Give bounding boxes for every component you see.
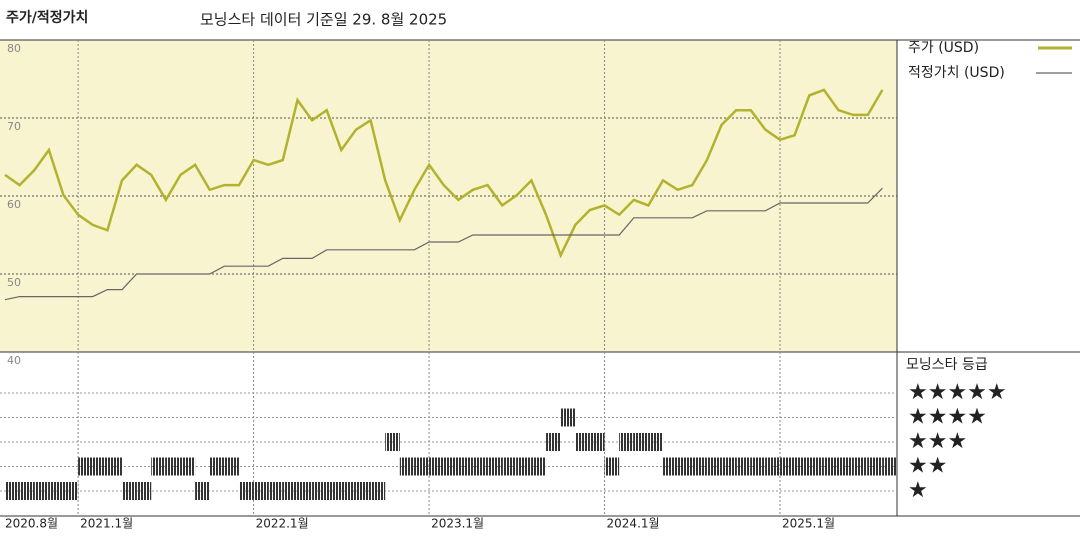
y-tick-label: 50	[7, 276, 21, 289]
chart-subtitle: 모닝스타 데이터 기준일 29. 8월 2025	[200, 11, 447, 29]
rating-bar	[589, 433, 605, 451]
rating-bar	[560, 408, 576, 427]
chart-title: 주가/적정가치	[6, 9, 88, 26]
rating-bar	[209, 457, 225, 476]
rating-legend-label: ★	[908, 478, 928, 503]
rating-bar	[253, 482, 269, 500]
rating-bar	[721, 457, 737, 476]
rating-bar	[736, 457, 751, 476]
x-tick-label: 2021.1월	[80, 517, 133, 531]
rating-bar	[516, 457, 532, 476]
rating-bar	[663, 457, 678, 476]
rating-bar	[765, 457, 781, 476]
rating-bar	[136, 482, 152, 500]
rating-bar	[180, 457, 196, 476]
rating-bar	[151, 457, 166, 476]
rating-bar	[794, 457, 810, 476]
rating-bar	[5, 482, 20, 500]
rating-legend-label: ★★★★	[908, 405, 987, 430]
rating-bar	[48, 482, 64, 500]
rating-bar	[809, 457, 824, 476]
rating-bar	[472, 457, 488, 476]
series-line	[4, 187, 883, 301]
rating-legend-label: ★★★	[908, 429, 967, 454]
rating-bar	[546, 433, 561, 451]
y-tick-label: 80	[7, 42, 21, 55]
y-tick-label: 40	[7, 354, 21, 367]
rating-bar	[853, 457, 868, 476]
x-tick-label: 2020.8월	[5, 517, 58, 531]
rating-legend-label: ★★	[908, 454, 947, 479]
x-tick-label: 2024.1월	[607, 517, 660, 531]
rating-bar	[34, 482, 49, 500]
rating-bar	[823, 457, 839, 476]
rating-bar	[195, 482, 210, 500]
rating-bar	[312, 482, 327, 500]
rating-bar	[604, 457, 620, 476]
rating-bar	[341, 482, 356, 500]
series-line	[4, 88, 884, 259]
x-tick-label: 2025.1월	[782, 517, 835, 531]
rating-bar	[780, 457, 795, 476]
rating-bar	[326, 482, 342, 500]
y-tick-label: 70	[7, 120, 21, 133]
rating-bar	[531, 457, 547, 476]
rating-bar	[63, 482, 79, 500]
legend-label: 적정가치 (USD)	[908, 65, 1005, 81]
x-tick-label: 2022.1월	[256, 517, 309, 531]
rating-bar	[78, 457, 93, 476]
rating-bar	[414, 457, 430, 476]
rating-bar	[502, 457, 517, 476]
rating-bar	[107, 457, 122, 476]
rating-bar	[19, 482, 35, 500]
x-tick-label: 2023.1월	[431, 517, 484, 531]
rating-bar	[648, 433, 664, 451]
rating-bar	[882, 457, 897, 476]
legend-label: 주가 (USD)	[908, 40, 979, 56]
rating-bar	[224, 457, 239, 476]
rating-bar	[619, 433, 634, 451]
rating-bar	[92, 457, 108, 476]
rating-bar	[165, 457, 181, 476]
rating-bar	[282, 482, 298, 500]
rating-bar	[443, 457, 459, 476]
rating-bar	[692, 457, 707, 476]
rating-bar	[633, 433, 649, 451]
rating-bar	[575, 433, 590, 451]
rating-bar	[355, 482, 371, 500]
y-tick-label: 60	[7, 198, 21, 211]
rating-bar	[867, 457, 883, 476]
rating-bar	[487, 457, 503, 476]
rating-bar	[838, 457, 854, 476]
rating-bar	[268, 482, 283, 500]
rating-bar	[677, 457, 693, 476]
rating-bar	[297, 482, 313, 500]
rating-bar	[706, 457, 722, 476]
rating-bar	[750, 457, 766, 476]
rating-bar	[399, 457, 415, 476]
rating-bar	[458, 457, 473, 476]
rating-legend-title: 모닝스타 등급	[906, 357, 988, 373]
rating-legend-label: ★★★★★	[908, 380, 1007, 405]
rating-bar	[121, 482, 137, 500]
rating-bar	[238, 482, 254, 500]
rating-bar	[370, 482, 386, 500]
rating-bar	[385, 433, 400, 451]
rating-bar	[429, 457, 444, 476]
